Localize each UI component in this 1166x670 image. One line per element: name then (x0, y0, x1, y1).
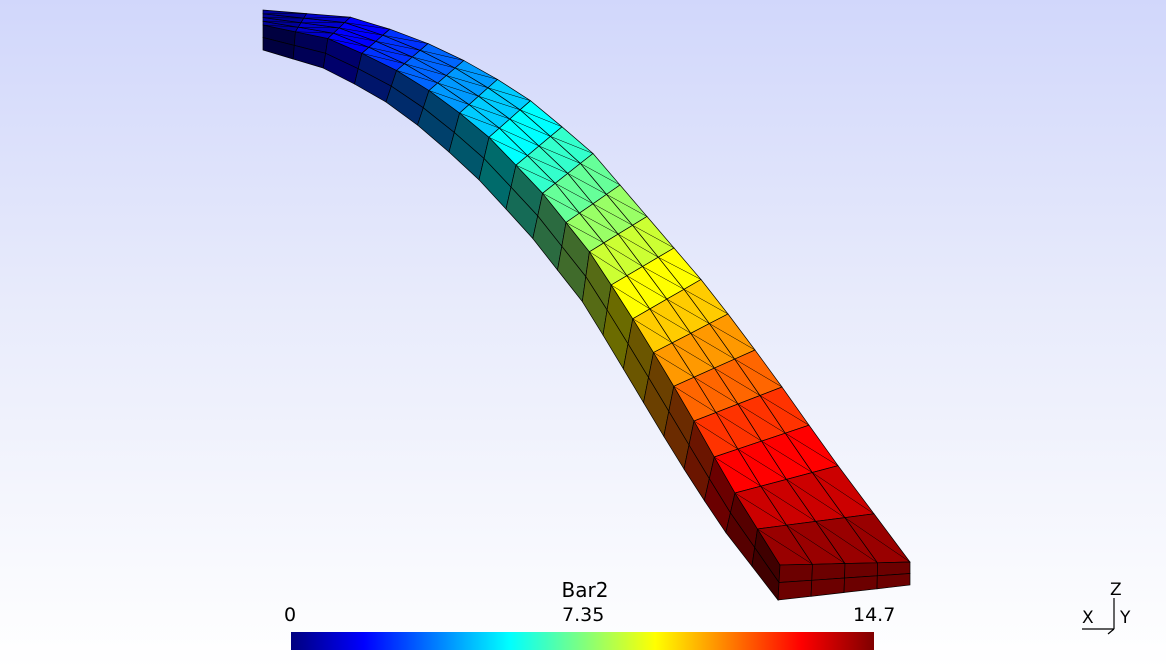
mesh-top-diagonal (734, 492, 787, 526)
mesh-top-diagonal (618, 233, 659, 258)
mesh-top-diagonal (761, 440, 813, 473)
mesh-top-diagonal (468, 104, 510, 120)
mesh-top-diagonal (715, 412, 762, 442)
mesh-top-diagonal (693, 376, 739, 405)
mesh-top-diagonal (592, 203, 633, 226)
mesh-top-diagonal (606, 194, 648, 217)
legend-mid-label: 7.35 (562, 604, 605, 626)
mesh-end-element (876, 573, 911, 590)
mesh-top-diagonal (499, 127, 540, 147)
mesh-top-diagonal (714, 367, 761, 396)
mesh-top-diagonal (412, 56, 456, 69)
mesh-top-diagonal (642, 266, 685, 290)
mesh-top-diagonal (786, 525, 846, 564)
mesh-top-diagonal (603, 242, 643, 267)
mesh-top-diagonal (658, 257, 702, 280)
mesh-top-diagonal (298, 26, 340, 29)
mesh-top-diagonal (339, 27, 383, 36)
mesh-end-element (778, 563, 813, 583)
mesh-top-diagonal (437, 82, 479, 97)
axis-x-label: X (1082, 608, 1094, 628)
mesh-top-diagonal (295, 31, 334, 34)
mesh-top-diagonal (488, 137, 528, 156)
mesh-top-diagonal (428, 90, 470, 105)
mesh-top-diagonal (454, 67, 498, 80)
axis-z-label: Z (1110, 580, 1122, 600)
mesh-top-diagonal (626, 275, 668, 300)
mesh-top-diagonal (714, 456, 761, 487)
mesh-top-diagonal (757, 528, 813, 565)
mesh-top-diagonal (709, 323, 756, 351)
mesh-top-diagonal (844, 517, 911, 563)
mesh-top-diagonal (446, 75, 489, 89)
mesh-top-diagonal (303, 16, 351, 19)
mesh-top-diagonal (404, 63, 447, 76)
mesh-top-diagonal (737, 403, 786, 434)
mesh-top-diagonal (632, 318, 673, 344)
mesh-top-diagonal (509, 118, 551, 137)
mesh-top-diagonal (478, 95, 521, 111)
mesh-end-element (810, 577, 845, 597)
mesh-top-diagonal (333, 32, 376, 42)
mesh-top-diagonal (542, 193, 580, 214)
mesh-top-diagonal (611, 284, 650, 310)
mesh-top-diagonal (550, 136, 594, 154)
mesh-top-diagonal (786, 479, 846, 518)
mesh-top-diagonal (262, 21, 302, 23)
legend-colorbar (291, 632, 874, 650)
mesh-top-diagonal (262, 17, 304, 19)
mesh-top-diagonal (632, 225, 675, 249)
mesh-top-diagonal (653, 352, 695, 378)
mesh-top-diagonal (734, 358, 783, 388)
mesh-top-diagonal (361, 53, 405, 64)
mesh-top-diagonal (368, 47, 413, 58)
mesh-top-diagonal (567, 173, 607, 195)
mesh-top-diagonal (683, 289, 729, 315)
mesh-top-diagonal (693, 420, 739, 450)
mesh-top-diagonal (459, 112, 500, 129)
mesh-end-element (777, 579, 813, 601)
mesh-top-diagonal (327, 38, 369, 48)
mesh-top-diagonal (527, 155, 568, 174)
mesh-top-diagonal (815, 521, 878, 563)
mesh-top-diagonal (565, 222, 604, 244)
mesh-top-diagonal (671, 342, 715, 369)
mesh-top-diagonal (759, 395, 810, 426)
mesh-top-diagonal (666, 298, 710, 324)
mesh-top-diagonal (579, 212, 619, 235)
mesh-top-diagonal (382, 34, 429, 44)
mesh-top-diagonal (737, 448, 787, 480)
mesh-top-diagonal (555, 183, 594, 204)
mesh-top-diagonal (785, 432, 839, 466)
mesh-end-element (844, 562, 878, 579)
mesh-top-diagonal (580, 163, 621, 186)
mesh-top-diagonal (673, 386, 717, 413)
mesh-top-diagonal (589, 251, 628, 276)
mesh-top-diagonal (812, 472, 875, 515)
mesh-top-diagonal (487, 87, 531, 101)
mesh-end-element (811, 563, 846, 581)
mesh-top-diagonal (538, 145, 581, 164)
mesh-top-diagonal (515, 164, 556, 184)
mesh-top-diagonal (520, 109, 563, 128)
mesh-end-element (843, 575, 878, 593)
mesh-top-diagonal (420, 50, 464, 61)
mesh-top-diagonal (344, 22, 390, 30)
axis-triad-lines (1082, 598, 1115, 635)
axis-y-label: Y (1120, 608, 1131, 628)
mesh-top-diagonal (760, 485, 816, 522)
mesh-top-diagonal (649, 308, 691, 334)
legend-min-label: 0 (284, 604, 297, 626)
legend-title: Bar2 (561, 578, 609, 602)
mesh-top-diagonal (262, 24, 299, 28)
mesh-top-diagonal (375, 41, 421, 51)
mesh-top-diagonal (396, 70, 438, 84)
legend-max-label: 14.7 (853, 604, 896, 626)
mesh-top-diagonal (690, 333, 735, 360)
